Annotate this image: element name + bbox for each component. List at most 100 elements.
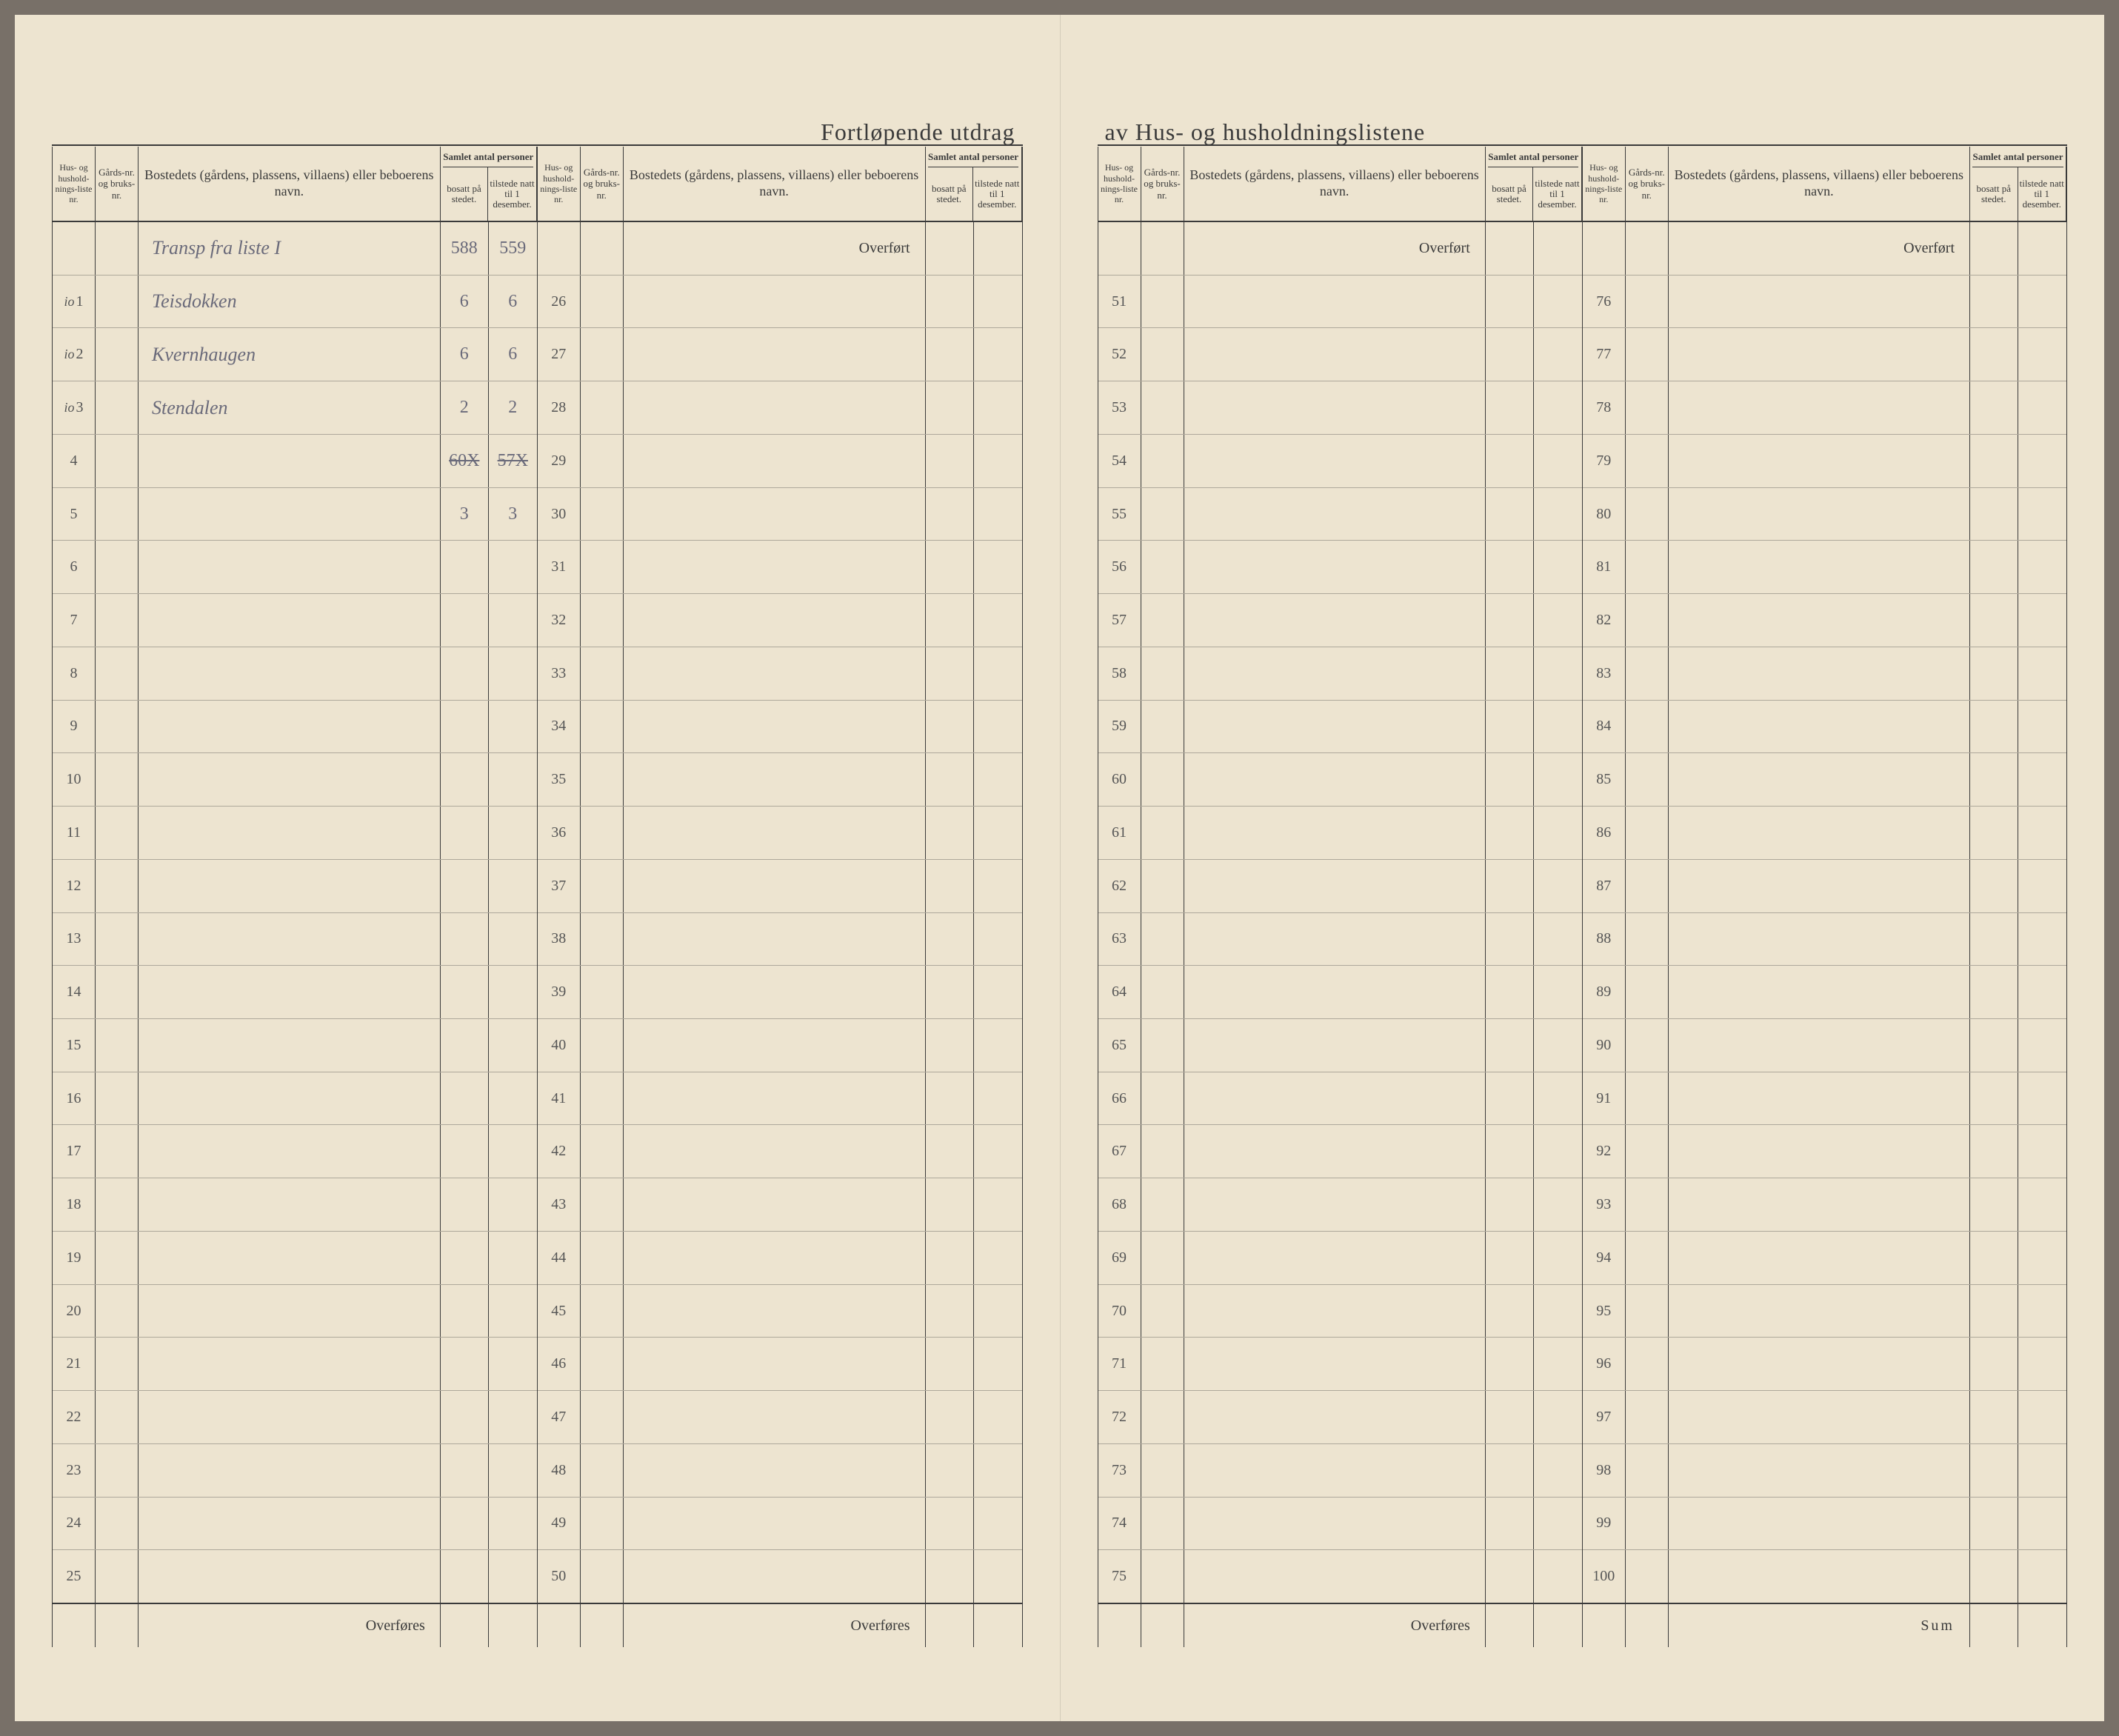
table-row: 95 bbox=[1583, 1285, 2066, 1338]
table-row: 38 bbox=[538, 913, 1022, 967]
table-row: 14 bbox=[53, 966, 537, 1019]
table-row: 69 bbox=[1098, 1232, 1582, 1285]
rule-top bbox=[52, 144, 1023, 146]
table-row: 65 bbox=[1098, 1019, 1582, 1072]
table-row: 10 bbox=[53, 753, 537, 807]
table-row: 42 bbox=[538, 1125, 1022, 1178]
table-row: 12 bbox=[53, 860, 537, 913]
footer-row: Overføres bbox=[53, 1603, 537, 1647]
table-row: 15 bbox=[53, 1019, 537, 1072]
table-row: 100 bbox=[1583, 1550, 2066, 1603]
table-row: 70 bbox=[1098, 1285, 1582, 1338]
header-tilstede: tilstede natt til 1 desember. bbox=[488, 167, 536, 221]
rule-top bbox=[1098, 144, 2068, 146]
left-page: Fortløpende utdrag Hus- og hushold-nings… bbox=[15, 15, 1060, 1721]
table-row: 44 bbox=[538, 1232, 1022, 1285]
table-row: 17 bbox=[53, 1125, 537, 1178]
table-row: 59 bbox=[1098, 701, 1582, 754]
table-row: 58 bbox=[1098, 647, 1582, 701]
table-row: 90 bbox=[1583, 1019, 2066, 1072]
table-row: 45 bbox=[538, 1285, 1022, 1338]
page-title-right: av Hus- og husholdningslistene bbox=[1105, 118, 1426, 146]
table-row: 18 bbox=[53, 1178, 537, 1232]
table-row: 31 bbox=[538, 541, 1022, 594]
column-group-4: Hus- og hushold-nings-liste nr. Gårds-nr… bbox=[1582, 147, 2067, 1647]
right-page: av Hus- og husholdningslistene Hus- og h… bbox=[1060, 15, 2105, 1721]
table-row: 51 bbox=[1098, 276, 1582, 329]
table-row: 50 bbox=[538, 1550, 1022, 1603]
page-title-left: Fortløpende utdrag bbox=[821, 118, 1015, 146]
header-bosatt: bosatt på stedet. bbox=[441, 167, 489, 221]
entry-name: Teisdokken bbox=[139, 276, 441, 328]
table-row: 81 bbox=[1583, 541, 2066, 594]
table-row: 88 bbox=[1583, 913, 2066, 967]
column-group-2: Hus- og hushold-nings-liste nr. Gårds-nr… bbox=[537, 147, 1023, 1647]
table-row: 33 bbox=[538, 647, 1022, 701]
table-row-overfort: Overført bbox=[1583, 222, 2066, 276]
table-row: 19 bbox=[53, 1232, 537, 1285]
header-samlet-label: Samlet antal personer bbox=[443, 147, 533, 167]
table-row-transp: Transp fra liste I 588 559 bbox=[53, 222, 537, 276]
table-row: 25 bbox=[53, 1550, 537, 1603]
table-row: 57 bbox=[1098, 594, 1582, 647]
census-ledger-page: Fortløpende utdrag Hus- og hushold-nings… bbox=[15, 15, 2104, 1721]
overfores-label: Overføres bbox=[139, 1604, 441, 1647]
header-samlet: Samlet antal personer bosatt på stedet. … bbox=[441, 147, 537, 221]
table-row: 68 bbox=[1098, 1178, 1582, 1232]
table-row: 71 bbox=[1098, 1338, 1582, 1391]
table-body: Transp fra liste I 588 559 io1 Teisdokke… bbox=[53, 222, 537, 1603]
table-row: 9 bbox=[53, 701, 537, 754]
table-row: 87 bbox=[1583, 860, 2066, 913]
table-row: 73 bbox=[1098, 1444, 1582, 1498]
table-row: 39 bbox=[538, 966, 1022, 1019]
table-row: 63 bbox=[1098, 913, 1582, 967]
transp-label: Transp fra liste I bbox=[139, 222, 441, 275]
table-row: 29 bbox=[538, 435, 1022, 488]
table-row: 26 bbox=[538, 276, 1022, 329]
table-row: 41 bbox=[538, 1072, 1022, 1126]
table-row: 96 bbox=[1583, 1338, 2066, 1391]
table-row: 13 bbox=[53, 913, 537, 967]
table-row: 30 bbox=[538, 488, 1022, 541]
table-row: 27 bbox=[538, 328, 1022, 381]
table-row: 61 bbox=[1098, 807, 1582, 860]
table-row: 5 3 3 bbox=[53, 488, 537, 541]
table-row: io2 Kvernhaugen 6 6 bbox=[53, 328, 537, 381]
table-row: 99 bbox=[1583, 1498, 2066, 1551]
table-row: 56 bbox=[1098, 541, 1582, 594]
entry-name: Kvernhaugen bbox=[139, 328, 441, 381]
table-row: 48 bbox=[538, 1444, 1022, 1498]
table-row: 82 bbox=[1583, 594, 2066, 647]
table-row-overfort: Overført bbox=[538, 222, 1022, 276]
table-row: 55 bbox=[1098, 488, 1582, 541]
table-row: 49 bbox=[538, 1498, 1022, 1551]
table-row: 72 bbox=[1098, 1391, 1582, 1444]
table-row: 77 bbox=[1583, 328, 2066, 381]
table-row: 60 bbox=[1098, 753, 1582, 807]
transp-bosatt: 588 bbox=[441, 222, 489, 275]
table-row: 11 bbox=[53, 807, 537, 860]
table-row: 37 bbox=[538, 860, 1022, 913]
table-row: 93 bbox=[1583, 1178, 2066, 1232]
table-row: 84 bbox=[1583, 701, 2066, 754]
table-row: 97 bbox=[1583, 1391, 2066, 1444]
table-row: 83 bbox=[1583, 647, 2066, 701]
table-row: 53 bbox=[1098, 381, 1582, 435]
table-row: 89 bbox=[1583, 966, 2066, 1019]
tables-left: Hus- og hushold-nings-liste nr. Gårds-nr… bbox=[52, 147, 1023, 1647]
table-row: 23 bbox=[53, 1444, 537, 1498]
table-row: 20 bbox=[53, 1285, 537, 1338]
header-gard: Gårds-nr. og bruks-nr. bbox=[96, 147, 139, 221]
table-row: 24 bbox=[53, 1498, 537, 1551]
table-row: 62 bbox=[1098, 860, 1582, 913]
table-row: 8 bbox=[53, 647, 537, 701]
transp-tilstede: 559 bbox=[489, 222, 537, 275]
table-header: Hus- og hushold-nings-liste nr. Gårds-nr… bbox=[538, 147, 1022, 222]
header-bostedet: Bostedets (gårdens, plassens, villaens) … bbox=[139, 147, 441, 221]
sum-label: Sum bbox=[1669, 1604, 1970, 1647]
table-row: 4 60X 57X bbox=[53, 435, 537, 488]
table-row: 74 bbox=[1098, 1498, 1582, 1551]
table-header: Hus- og hushold-nings-liste nr. Gårds-nr… bbox=[53, 147, 537, 222]
table-row: 66 bbox=[1098, 1072, 1582, 1126]
table-row: 36 bbox=[538, 807, 1022, 860]
